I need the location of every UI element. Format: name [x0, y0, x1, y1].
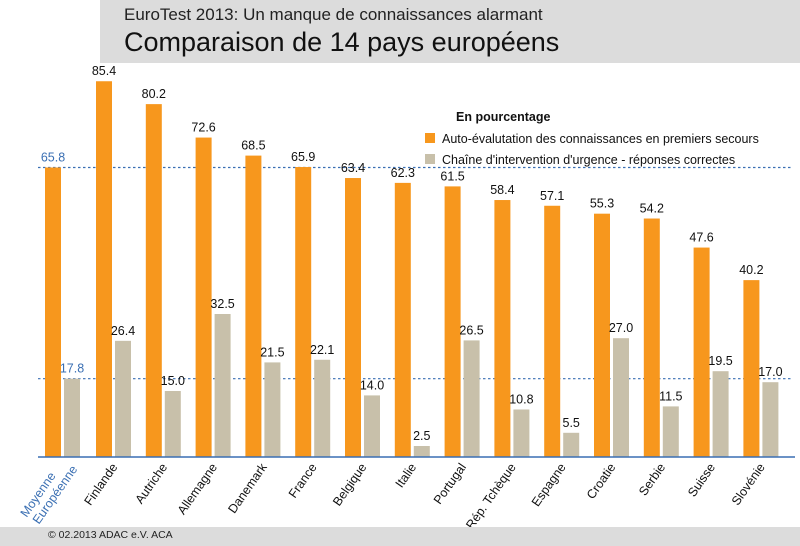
bar-series-2-2 — [164, 391, 181, 457]
legend-title: En pourcentage — [456, 110, 551, 124]
bar-series-2-1 — [115, 340, 131, 457]
reference-lines — [38, 166, 792, 380]
value-label-series-2-7: 2.5 — [413, 429, 430, 443]
value-label-series-1-14: 40.2 — [739, 263, 763, 277]
bar-series-2-11 — [613, 338, 629, 457]
value-label-series-2-9: 10.8 — [509, 392, 533, 406]
category-label-9: Rép. Tchèque — [463, 461, 519, 527]
category-label-3: Allemagne — [175, 461, 220, 517]
bar-series-2-6 — [364, 395, 380, 457]
bars — [45, 81, 779, 458]
bar-series-2-10 — [563, 432, 580, 457]
bar-series-1-9 — [494, 200, 511, 458]
legend-label-series-2: Chaîne d'intervention d'urgence - répons… — [442, 153, 735, 167]
bar-series-2-7 — [413, 446, 430, 457]
legend-swatch-series-1 — [425, 133, 435, 143]
bar-series-1-8 — [444, 186, 461, 457]
bar-series-1-7 — [394, 182, 411, 457]
copyright-text: © 02.2013 ADAC e.V. ACA — [48, 529, 173, 541]
value-label-series-2-3: 32.5 — [210, 297, 234, 311]
bar-series-1-14 — [743, 280, 760, 457]
bar-series-2-4 — [264, 362, 281, 457]
bar-average-series-2 — [64, 378, 80, 457]
header-panel — [100, 0, 800, 63]
bar-series-1-4 — [245, 155, 262, 457]
bar-series-2-5 — [314, 359, 331, 457]
value-label-series-1-9: 58.4 — [490, 183, 514, 197]
value-label-series-2-12: 11.5 — [659, 389, 682, 403]
bar-series-1-13 — [693, 247, 710, 457]
value-label-series-2-5: 22.1 — [310, 343, 334, 357]
bar-series-1-1 — [96, 81, 112, 458]
value-label-series-2-10: 5.5 — [563, 416, 580, 430]
bar-average-series-1 — [45, 167, 61, 458]
category-label-7: Italie — [393, 461, 420, 491]
bar-series-2-9 — [513, 409, 530, 457]
value-label-series-2-11: 27.0 — [609, 321, 633, 335]
value-label-series-2-8: 26.5 — [459, 323, 483, 337]
category-label-4: Danemark — [225, 460, 270, 516]
value-label-series-1-13: 47.6 — [689, 231, 713, 245]
value-label-series-1-11: 55.3 — [590, 197, 614, 211]
bar-series-1-12 — [643, 218, 660, 457]
chart-title: Comparaison de 14 pays européens — [124, 27, 560, 57]
bar-series-1-2 — [145, 104, 162, 458]
value-label-average-series-2: 17.8 — [60, 362, 84, 376]
category-label-2: Autriche — [132, 461, 170, 507]
legend: En pourcentage Auto-évalutation des conn… — [425, 110, 759, 167]
value-label-series-2-2: 15.0 — [161, 374, 185, 388]
category-label-8: Portugal — [431, 461, 469, 507]
category-label-average: MoyenneEuropéenne — [18, 455, 81, 527]
value-label-series-1-8: 61.5 — [440, 169, 464, 183]
bar-series-1-5 — [295, 167, 312, 458]
value-label-series-1-6: 63.4 — [341, 161, 365, 175]
legend-label-series-1: Auto-évalutation des connaissances en pr… — [442, 132, 759, 146]
category-label-12: Serbie — [636, 461, 668, 499]
value-label-series-1-2: 80.2 — [142, 87, 166, 101]
footer-panel — [0, 527, 800, 546]
value-label-series-1-7: 62.3 — [391, 166, 415, 180]
bar-series-1-6 — [345, 178, 361, 458]
category-label-10: Espagne — [529, 461, 569, 509]
value-labels: 65.8 17.8 85.4 26.4 80.2 15.0 72.6 32.5 68.5 21.5… — [41, 64, 783, 443]
bar-series-1-3 — [195, 137, 212, 457]
bar-series-1-11 — [594, 213, 610, 457]
category-label-6: Belgique — [330, 461, 369, 509]
value-label-series-2-13: 19.5 — [708, 354, 732, 368]
bar-series-2-3 — [214, 314, 231, 457]
value-label-series-2-4: 21.5 — [260, 345, 284, 359]
value-label-series-1-1: 85.4 — [92, 64, 116, 78]
chart-supertitle: EuroTest 2013: Un manque de connaissance… — [124, 5, 543, 24]
value-label-series-2-14: 17.0 — [758, 365, 782, 379]
category-label-1: Finlande — [81, 461, 120, 508]
category-label-11: Croatie — [584, 461, 619, 502]
value-label-series-1-12: 54.2 — [640, 202, 664, 216]
bar-series-2-8 — [463, 340, 480, 457]
bar-chart: 65.8 17.8 85.4 26.4 80.2 15.0 72.6 32.5 68.5 21.5… — [18, 64, 795, 527]
value-label-series-2-6: 14.0 — [360, 378, 384, 392]
value-label-series-1-10: 57.1 — [540, 189, 564, 203]
bar-series-1-10 — [544, 205, 561, 457]
category-label-13: Suisse — [685, 461, 718, 500]
value-label-series-1-5: 65.9 — [291, 150, 315, 164]
value-label-series-1-4: 68.5 — [241, 139, 265, 153]
bar-series-2-12 — [662, 406, 679, 457]
category-labels: MoyenneEuropéenne Finlande Autriche Allemag… — [18, 455, 768, 527]
category-label-5: France — [286, 461, 320, 501]
legend-swatch-series-2 — [425, 154, 435, 164]
value-label-series-2-1: 26.4 — [111, 324, 135, 338]
bar-series-2-14 — [762, 382, 779, 457]
bar-series-2-13 — [712, 371, 729, 457]
category-label-14: Slovénie — [729, 461, 768, 508]
value-label-series-1-3: 72.6 — [191, 121, 215, 135]
value-label-average-series-1: 65.8 — [41, 150, 65, 164]
